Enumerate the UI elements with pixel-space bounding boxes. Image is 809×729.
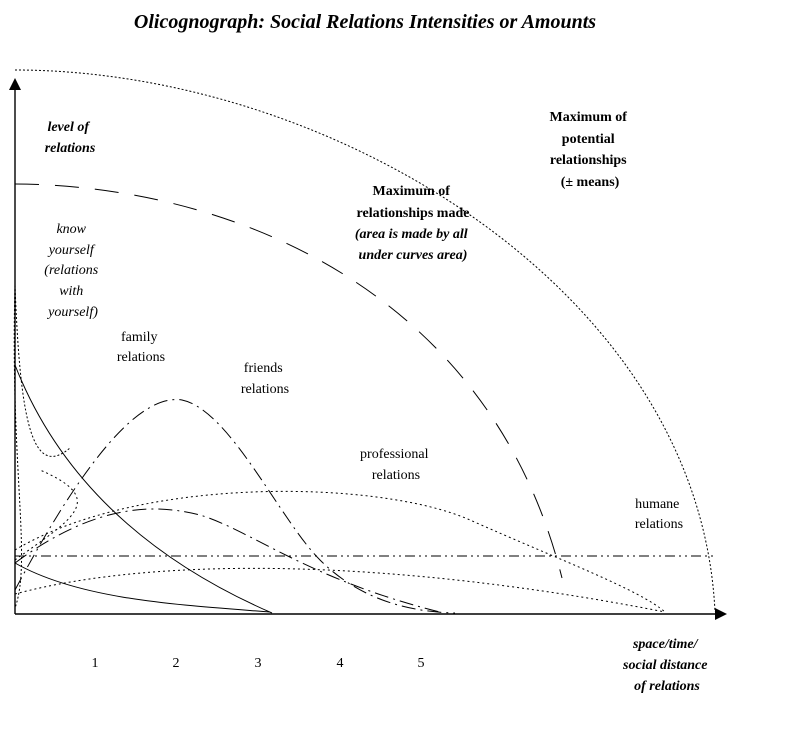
max-potential-line-4: (± means) (561, 175, 620, 190)
know-yourself-label: know yourself (relations with yourself) (44, 222, 101, 320)
y-axis-label-line-2: relations (45, 141, 96, 156)
y-axis-label: level of relations (45, 120, 96, 156)
know-yourself-line-3: (relations (44, 263, 98, 278)
x-axis-label-line-3: of relations (634, 679, 700, 694)
x-tick-1: 1 (92, 656, 99, 671)
friends-line-1: friends (244, 361, 283, 376)
max-made-line-1: Maximum of (373, 184, 451, 199)
x-axis-label-line-2: social distance (622, 658, 707, 673)
x-axis-label-line-1: space/time/ (632, 637, 699, 652)
know-yourself-line-5: yourself) (46, 305, 98, 320)
know-yourself-line-2: yourself (47, 243, 96, 258)
humane-line-1: humane (635, 497, 679, 512)
friends-line-2: relations (241, 382, 289, 397)
y-axis-label-line-1: level of (47, 120, 90, 135)
max-potential-line-1: Maximum of (550, 110, 628, 125)
know-yourself-line-4: with (59, 284, 83, 299)
family-curve-lower (14, 562, 271, 613)
family-label: family relations (117, 330, 165, 365)
max-made-note: (area is made by all under curves area) (355, 227, 471, 263)
humane-label: humane relations (635, 497, 683, 532)
friends-curve-lower (14, 508, 441, 613)
professional-label: professional relations (360, 447, 432, 483)
professional-curve (14, 490, 666, 613)
max-potential-curve (14, 69, 716, 613)
humane-curve (14, 567, 666, 613)
know-yourself-curve-upper (14, 284, 71, 457)
max-potential-line-3: relationships (550, 153, 627, 168)
humane-line-2: relations (635, 517, 683, 532)
professional-line-2: relations (372, 468, 420, 483)
x-tick-5: 5 (418, 656, 425, 671)
max-made-note-line-1: (area is made by all (355, 227, 468, 242)
max-made-note-line-2: under curves area) (359, 248, 468, 263)
max-made-label: Maximum of relationships made (357, 184, 470, 221)
know-yourself-line-1: know (56, 222, 86, 237)
family-line-2: relations (117, 350, 165, 365)
max-made-line-2: relationships made (357, 206, 470, 221)
friends-label: friends relations (241, 361, 289, 397)
professional-curve-left (14, 469, 78, 561)
max-potential-label: Maximum of potential relationships (± me… (550, 110, 631, 190)
diagram-title: Olicognograph: Social Relations Intensit… (134, 11, 596, 33)
x-tick-4: 4 (337, 656, 344, 671)
professional-line-1: professional (360, 447, 429, 462)
family-curve (14, 364, 273, 614)
x-tick-3: 3 (255, 656, 262, 671)
max-made-curve (14, 183, 563, 579)
friends-curve (14, 399, 456, 614)
x-tick-2: 2 (173, 656, 180, 671)
know-yourself-curve-inner (13, 284, 23, 609)
x-axis-label: space/time/ social distance of relations (622, 637, 711, 694)
max-potential-line-2: potential (562, 132, 615, 147)
family-line-1: family (121, 330, 158, 345)
